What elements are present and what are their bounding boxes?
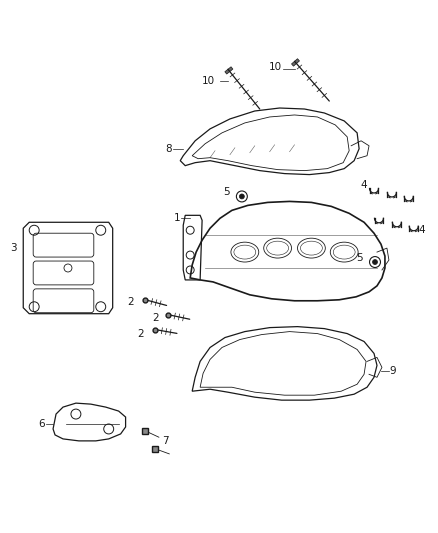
Text: 9: 9 bbox=[389, 366, 396, 376]
Circle shape bbox=[373, 260, 378, 264]
Text: 3: 3 bbox=[10, 243, 16, 253]
Text: 10: 10 bbox=[202, 76, 215, 86]
Circle shape bbox=[240, 194, 244, 199]
Text: 2: 2 bbox=[137, 328, 144, 338]
Text: 1: 1 bbox=[173, 213, 180, 223]
Text: 4: 4 bbox=[360, 180, 367, 190]
Text: 5: 5 bbox=[223, 188, 230, 197]
Text: 5: 5 bbox=[357, 253, 363, 263]
Text: 2: 2 bbox=[127, 297, 134, 307]
Text: 10: 10 bbox=[268, 62, 282, 72]
Text: 8: 8 bbox=[166, 144, 172, 154]
Text: 7: 7 bbox=[162, 436, 169, 446]
Text: 2: 2 bbox=[152, 313, 159, 322]
Polygon shape bbox=[225, 67, 233, 74]
Text: 4: 4 bbox=[419, 225, 425, 235]
Polygon shape bbox=[292, 59, 300, 66]
Text: 6: 6 bbox=[39, 419, 45, 429]
